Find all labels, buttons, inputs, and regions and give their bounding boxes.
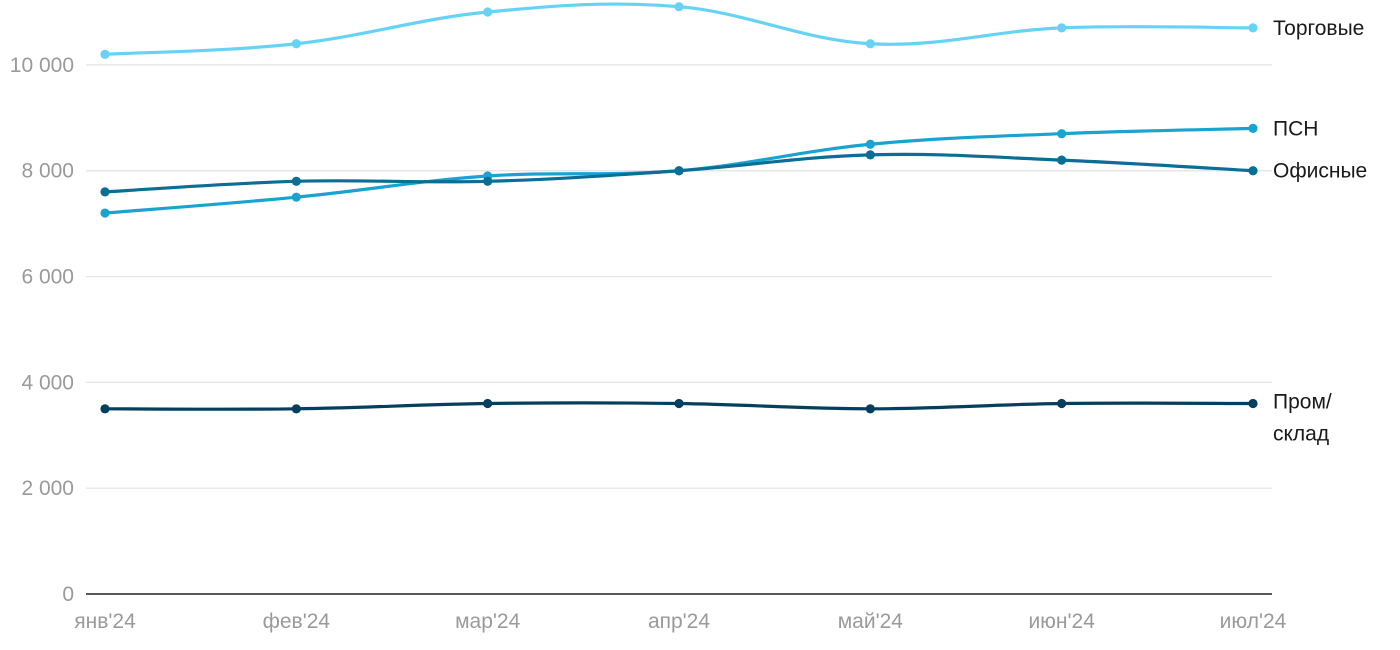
series-label: Пром/склад: [1273, 391, 1332, 446]
data-point: [291, 192, 301, 202]
data-point: [100, 404, 110, 414]
y-tick-label: 4 000: [21, 371, 74, 394]
x-tick-label: янв'24: [74, 610, 136, 633]
series-line: [103, 2, 1255, 56]
data-point: [100, 208, 110, 218]
x-tick-label: июл'24: [1220, 610, 1287, 633]
y-tick-label: 8 000: [21, 160, 74, 183]
series-label-line: Офисные: [1273, 160, 1367, 183]
series-label-line: склад: [1273, 423, 1329, 446]
data-point: [100, 187, 110, 197]
x-tick-label: май'24: [838, 610, 904, 633]
data-point: [100, 49, 110, 59]
data-point: [1248, 398, 1258, 409]
series-2: [100, 150, 1258, 197]
data-point: [1248, 166, 1258, 176]
series-lines: [100, 2, 1258, 414]
data-point: [865, 139, 875, 149]
series-label-line: ПСН: [1273, 117, 1318, 140]
data-point: [1057, 155, 1067, 165]
series-0: [100, 2, 1258, 59]
series-3: [100, 398, 1258, 414]
data-point: [865, 404, 875, 414]
x-tick-label: апр'24: [648, 610, 710, 633]
data-point: [674, 2, 684, 12]
series-label-line: Торговые: [1273, 17, 1364, 40]
series-label: Офисные: [1273, 160, 1367, 183]
y-axis-ticks: 0 2 000 4 000 6 000 8 000 10 000: [10, 54, 74, 606]
data-point: [291, 176, 301, 186]
grid-lines: [86, 64, 1272, 595]
y-tick-label: 0: [62, 583, 74, 606]
data-point: [1057, 398, 1067, 409]
data-point: [1057, 23, 1067, 33]
x-axis-ticks: янв'24 фев'24 мар'24 апр'24 май'24 июн'24 июл'…: [74, 610, 1286, 633]
data-point: [1248, 123, 1258, 133]
x-tick-label: мар'24: [455, 610, 520, 633]
y-tick-label: 10 000: [10, 54, 74, 77]
x-tick-label: июн'24: [1028, 610, 1095, 633]
series-labels: Торговые ПСН Офисные Пром/склад: [1273, 17, 1367, 446]
data-point: [483, 176, 493, 186]
data-point: [1057, 129, 1067, 139]
data-point: [865, 150, 875, 160]
data-point: [291, 404, 301, 414]
series-label-line: Пром/: [1273, 391, 1332, 414]
y-tick-label: 2 000: [21, 477, 74, 500]
data-point: [674, 166, 684, 176]
y-tick-label: 6 000: [21, 266, 74, 289]
data-point: [291, 39, 301, 49]
data-point: [674, 398, 684, 409]
data-point: [483, 7, 493, 17]
x-tick-label: фев'24: [263, 610, 331, 633]
series-label: ПСН: [1273, 117, 1318, 140]
data-point: [483, 398, 493, 409]
data-point: [865, 39, 875, 49]
series-label: Торговые: [1273, 17, 1364, 40]
data-point: [1248, 23, 1258, 33]
